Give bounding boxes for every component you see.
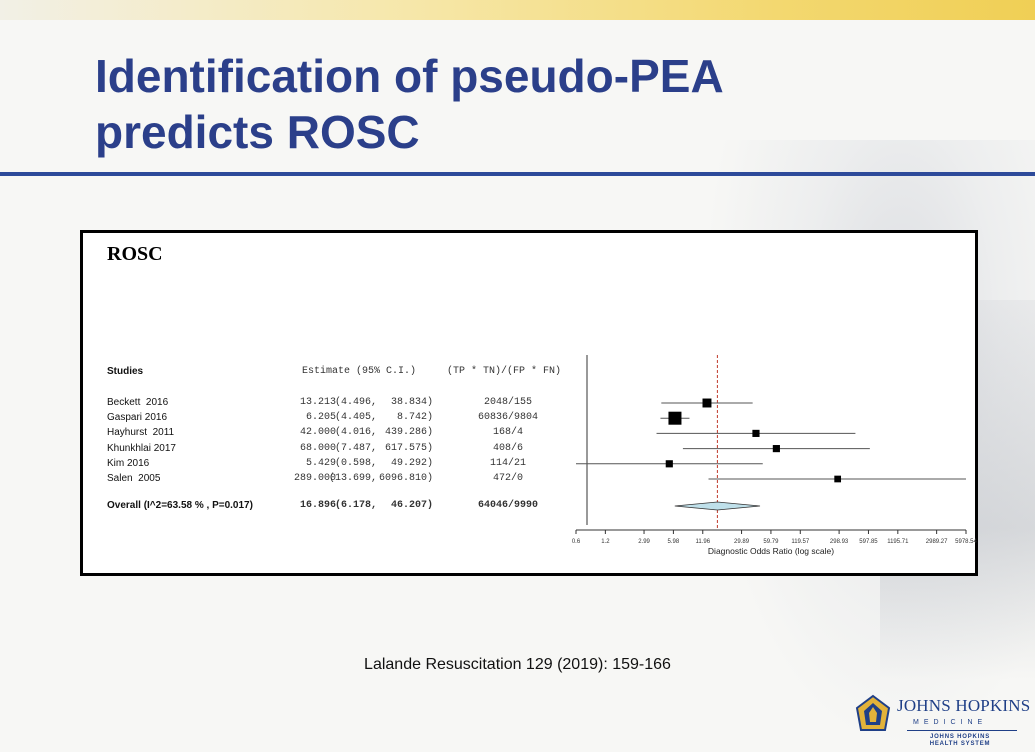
x-tick-label: 11.96: [695, 539, 710, 545]
study-ci-high: 49.292): [390, 457, 433, 469]
x-tick-label: 2.99: [638, 539, 650, 545]
x-tick-label: 1195.71: [887, 539, 909, 545]
logo-name: JOHNS HOPKINS: [897, 696, 1031, 715]
study-ci-low: (4.405,: [334, 412, 377, 424]
study-ci-high: 6096.810): [378, 473, 433, 484]
study-ci-low: (0.598,: [334, 457, 377, 469]
top-accent-band: [0, 0, 1035, 20]
logo-medicine: MEDICINE: [913, 719, 988, 726]
logo-health-system: JOHNS HOPKINS HEALTH SYSTEM: [915, 734, 1005, 748]
study-ci-high: 617.575): [384, 442, 433, 454]
study-ci-high: 8.742): [396, 412, 433, 424]
logo-health-line-2: HEALTH SYSTEM: [929, 741, 991, 747]
study-name: Khunkhlai 2017: [107, 442, 176, 454]
study-point: [752, 429, 760, 437]
study-point: [668, 411, 682, 425]
study-name: Hayhurst 2011: [107, 427, 175, 439]
overall-diamond: [674, 501, 761, 511]
study-estimate: 6.205: [305, 412, 336, 424]
overall-ci-low: (6.178,: [334, 500, 377, 511]
study-estimate: 5.429: [305, 457, 336, 469]
study-counts: 114/21: [489, 457, 527, 469]
chart-title: ROSC: [107, 243, 163, 265]
x-tick-label: 298.93: [830, 539, 849, 545]
study-ci-low: (4.496,: [334, 397, 377, 408]
logo-health-line-1: JOHNS HOPKINS: [929, 734, 991, 740]
x-tick-label: 0.6: [572, 539, 581, 545]
study-point: [665, 460, 673, 468]
study-estimate: 68.000: [299, 442, 336, 454]
overall-label: Overall (I^2=63.58 % , P=0.017): [107, 500, 253, 511]
x-tick-label: 597.85: [859, 539, 878, 545]
x-tick-label: 5978.54: [955, 539, 977, 545]
slide-title: Identification of pseudo-PEA predicts RO…: [95, 48, 895, 160]
johns-hopkins-logo: JOHNS HOPKINS MEDICINE JOHNS HOPKINS HEA…: [855, 694, 1030, 752]
study-ci-high: 38.834): [390, 397, 433, 408]
study-counts: 60836/9804: [477, 412, 539, 424]
overall-ci-high: 46.207): [390, 500, 433, 511]
study-name: Gaspari 2016: [107, 412, 168, 424]
study-counts: 2048/155: [483, 397, 533, 408]
study-ci-low: (13.699,: [328, 473, 377, 484]
overall-counts: 64046/9990: [477, 500, 539, 511]
studies-header: Studies: [107, 366, 144, 377]
logo-divider: [907, 730, 1017, 731]
shield-icon: [855, 694, 891, 731]
study-name: Kim 2016: [107, 457, 150, 469]
x-tick-label: 59.79: [763, 539, 779, 545]
slide-title-line-2: predicts ROSC: [95, 106, 420, 158]
slide-title-line-1: Identification of pseudo-PEA: [95, 50, 724, 102]
x-tick-label: 5.98: [668, 539, 680, 545]
study-name: Salen 2005: [107, 473, 161, 484]
study-point: [702, 398, 712, 408]
study-ci-low: (4.016,: [334, 427, 377, 439]
title-divider: [0, 172, 1035, 176]
study-name: Beckett 2016: [107, 397, 169, 408]
x-axis-label: Diagnostic Odds Ratio (log scale): [708, 546, 834, 556]
forest-plot: 0.6 1.2 2.99 5.98 11.96 29.89 59.79 119.57 298.9…: [572, 355, 978, 556]
x-tick-label: 2989.27: [926, 539, 948, 545]
overall-estimate: 16.896: [299, 500, 336, 511]
x-tick-label: 1.2: [601, 539, 610, 545]
study-estimate: 42.000: [299, 427, 336, 439]
study-counts: 408/6: [492, 442, 524, 454]
study-estimate: 13.213: [299, 397, 336, 408]
x-tick-label: 29.89: [734, 539, 750, 545]
estimate-header: Estimate (95% C.I.): [302, 366, 417, 377]
study-ci-low: (7.487,: [334, 442, 377, 454]
forest-plot-panel: ROSC Studies Estimate (95% C.I.) (TP * T…: [80, 230, 978, 576]
citation: Lalande Resuscitation 129 (2019): 159-16…: [364, 656, 671, 673]
x-tick-label: 119.57: [791, 539, 810, 545]
study-point: [834, 475, 842, 483]
study-counts: 168/4: [492, 427, 524, 439]
study-estimate: 289.000: [293, 473, 336, 484]
counts-header: (TP * TN)/(FP * FN): [447, 366, 562, 377]
study-ci-high: 439.286): [384, 427, 433, 439]
study-point: [772, 445, 780, 453]
study-counts: 472/0: [492, 473, 524, 484]
